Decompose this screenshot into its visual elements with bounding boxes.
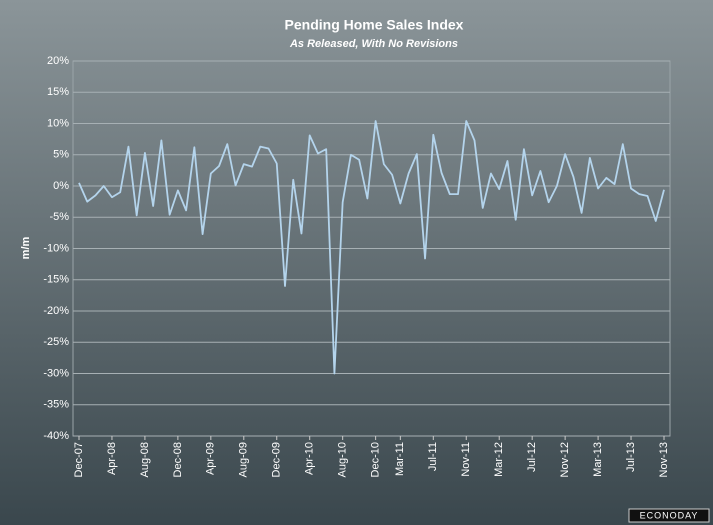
x-tick-label: Aug-10 (337, 442, 349, 477)
y-tick-label: 15% (47, 86, 69, 98)
y-tick-label: -20% (43, 305, 69, 317)
x-tick-label: Mar-11 (394, 442, 406, 476)
x-tick-label: Apr-09 (205, 442, 217, 475)
chart-title: Pending Home Sales Index (285, 17, 464, 33)
x-tick-label: Dec-08 (172, 442, 184, 477)
x-tick-label: Aug-08 (139, 442, 151, 477)
y-tick-label: -5% (49, 211, 69, 223)
source-logo: ECONODAY (640, 510, 699, 520)
y-tick-label: -10% (43, 242, 69, 254)
y-tick-label: 20% (47, 55, 69, 67)
x-tick-label: Dec-10 (370, 442, 382, 477)
x-tick-label: Mar-13 (592, 442, 604, 477)
y-tick-label: 5% (53, 149, 69, 161)
y-tick-label: -30% (43, 367, 69, 379)
x-tick-label: Jul-13 (625, 442, 637, 472)
chart-subtitle: As Released, With No Revisions (289, 38, 458, 50)
y-tick-label: -35% (43, 399, 69, 411)
x-tick-label: Apr-08 (106, 442, 118, 475)
data-line (78, 120, 665, 375)
x-tick-label: Apr-10 (304, 442, 316, 475)
x-tick-label: Nov-11 (460, 442, 472, 477)
x-tick-label: Nov-13 (658, 442, 670, 477)
x-tick-label: Aug-09 (238, 442, 250, 477)
x-tick-label: Nov-12 (559, 442, 571, 477)
y-tick-label: -25% (43, 336, 69, 348)
y-axis-label: m/m (20, 236, 32, 259)
logo-box (628, 508, 710, 523)
y-tick-label: -15% (43, 274, 69, 286)
x-tick-label: Mar-12 (493, 442, 505, 477)
x-tick-label: Dec-09 (271, 442, 283, 477)
y-tick-label: 10% (47, 117, 69, 129)
x-tick-label: Jul-11 (427, 442, 439, 471)
y-tick-label: -40% (43, 430, 69, 442)
x-tick-label: Jul-12 (526, 442, 538, 472)
y-tick-label: 0% (53, 180, 69, 192)
x-tick-label: Dec-07 (73, 442, 85, 477)
